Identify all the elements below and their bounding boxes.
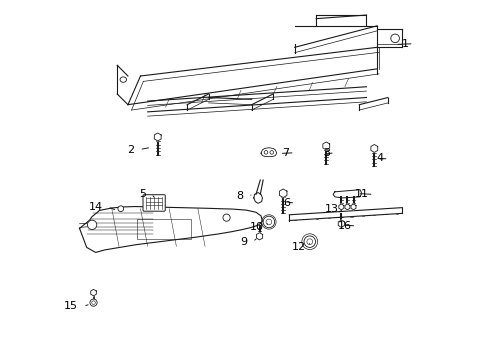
Polygon shape	[253, 193, 262, 203]
Circle shape	[263, 216, 274, 228]
Text: 8: 8	[235, 191, 243, 201]
Text: 14: 14	[88, 202, 102, 212]
Polygon shape	[332, 190, 361, 198]
Circle shape	[87, 220, 97, 229]
Text: 5: 5	[139, 189, 146, 199]
Text: 6: 6	[283, 198, 290, 208]
Circle shape	[304, 236, 315, 247]
Circle shape	[90, 299, 97, 306]
Circle shape	[264, 150, 267, 154]
Circle shape	[269, 150, 273, 154]
Text: 1: 1	[401, 39, 408, 49]
Ellipse shape	[120, 77, 126, 82]
Polygon shape	[279, 189, 286, 198]
Text: 13: 13	[325, 204, 339, 215]
Polygon shape	[289, 208, 402, 221]
Circle shape	[118, 206, 123, 212]
Polygon shape	[350, 204, 355, 210]
Polygon shape	[91, 289, 96, 296]
Text: 10: 10	[249, 222, 264, 231]
Polygon shape	[154, 133, 161, 141]
Text: 4: 4	[376, 153, 383, 163]
Text: 2: 2	[127, 144, 134, 154]
Text: 3: 3	[322, 148, 329, 158]
Text: 12: 12	[291, 242, 305, 252]
Polygon shape	[80, 207, 262, 252]
Bar	[137, 220, 190, 239]
Polygon shape	[338, 204, 343, 210]
Circle shape	[223, 214, 230, 221]
Polygon shape	[261, 148, 276, 157]
Text: 7: 7	[282, 148, 289, 158]
Circle shape	[390, 34, 399, 42]
FancyBboxPatch shape	[142, 195, 165, 211]
Polygon shape	[344, 204, 349, 210]
Text: 9: 9	[240, 237, 247, 247]
Text: 16: 16	[337, 221, 351, 231]
Polygon shape	[256, 233, 262, 240]
Polygon shape	[322, 142, 329, 150]
Polygon shape	[370, 144, 377, 152]
Text: 11: 11	[354, 189, 368, 199]
Polygon shape	[338, 220, 344, 227]
Text: 15: 15	[64, 301, 78, 311]
